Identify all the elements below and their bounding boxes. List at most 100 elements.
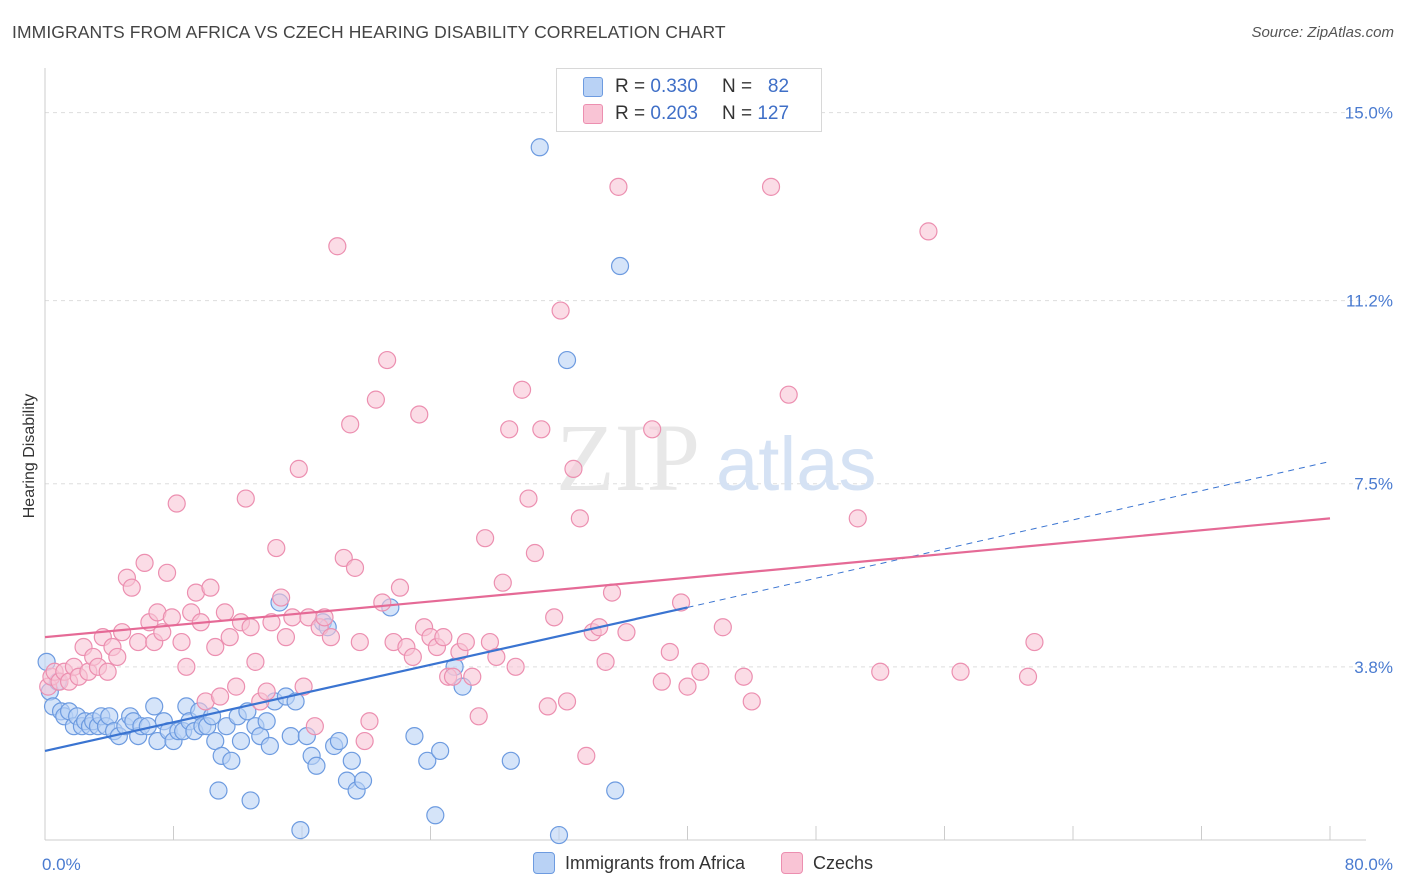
y-tick-label: 11.2% (1346, 292, 1393, 311)
point-czechs (157, 563, 177, 582)
point-africa (530, 138, 549, 157)
point-czechs (742, 692, 761, 711)
point-africa (241, 791, 260, 810)
legend-swatch-africa (583, 77, 603, 97)
series-legend: Immigrants from Africa Czechs (0, 852, 1406, 874)
point-czechs (671, 593, 691, 612)
point-czechs (660, 642, 679, 662)
point-czechs (551, 301, 570, 320)
point-czechs (206, 637, 225, 657)
legend-item-czechs[interactable]: Czechs (781, 852, 873, 874)
point-czechs (519, 489, 538, 508)
point-czechs (761, 177, 781, 196)
n-value-czechs: 127 (757, 103, 790, 124)
point-czechs (177, 657, 196, 676)
point-czechs (366, 390, 385, 409)
point-africa (329, 731, 349, 751)
point-czechs (779, 385, 798, 404)
point-czechs (283, 608, 302, 627)
y-tick-label: 7.5% (1354, 475, 1393, 494)
point-czechs (403, 647, 422, 667)
point-czechs (328, 237, 347, 256)
point-czechs (532, 420, 551, 439)
point-czechs (215, 603, 234, 622)
y-tick-label: 3.8% (1354, 658, 1393, 677)
point-czechs (315, 608, 334, 627)
point-africa (431, 741, 450, 761)
point-czechs (321, 628, 341, 647)
point-czechs (506, 657, 525, 676)
r-label: R = (615, 103, 646, 124)
point-czechs (871, 662, 890, 681)
legend-item-africa[interactable]: Immigrants from Africa (532, 852, 745, 874)
point-czechs (390, 578, 410, 597)
legend-label-africa: Immigrants from Africa (564, 852, 745, 873)
point-africa (307, 756, 326, 775)
point-czechs (577, 746, 596, 765)
n-label: N = (721, 76, 753, 97)
point-czechs (456, 632, 475, 652)
point-czechs (350, 632, 369, 652)
trend-line-czechs (44, 517, 1331, 639)
point-czechs (564, 459, 583, 478)
point-czechs (345, 558, 365, 577)
point-czechs (617, 623, 636, 642)
point-czechs (602, 583, 622, 602)
point-czechs (167, 494, 186, 513)
point-czechs (289, 459, 308, 478)
legend-label-czechs: Czechs (813, 852, 874, 873)
legend-swatch-czechs (583, 104, 603, 124)
r-label: R = (615, 76, 646, 97)
point-czechs (220, 628, 239, 647)
point-czechs (734, 667, 753, 686)
y-tick-label: 15.0% (1345, 104, 1393, 123)
chart-title: IMMIGRANTS FROM AFRICA VS CZECH HEARING … (12, 22, 726, 42)
point-africa (145, 697, 164, 716)
point-africa (209, 781, 228, 800)
y-tick-labels: 3.8% 7.5% 11.2% 15.0% (1345, 104, 1393, 677)
point-czechs (210, 687, 230, 706)
point-czechs (643, 420, 662, 439)
point-czechs (272, 588, 291, 607)
point-czechs (172, 632, 191, 652)
point-czechs (276, 628, 296, 647)
point-czechs (112, 623, 132, 642)
point-africa (222, 751, 241, 770)
point-africa (291, 821, 310, 840)
point-czechs (108, 647, 127, 667)
point-czechs (373, 593, 392, 612)
point-czechs (951, 662, 970, 681)
point-czechs (360, 712, 379, 731)
point-africa (549, 825, 569, 845)
point-czechs (246, 652, 265, 671)
point-africa (501, 751, 520, 770)
point-czechs (294, 677, 313, 696)
point-czechs (652, 672, 671, 691)
point-czechs (487, 647, 506, 667)
point-czechs (512, 380, 532, 399)
point-czechs (570, 509, 589, 528)
trend-line-africa (44, 606, 688, 753)
point-africa (405, 726, 424, 746)
data-points (37, 138, 1044, 845)
source-label: Source: ZipAtlas.com (1251, 24, 1394, 41)
point-czechs (469, 707, 488, 726)
legend-swatch-czechs (781, 852, 803, 874)
point-czechs (443, 667, 463, 686)
point-czechs (713, 618, 732, 637)
point-africa (353, 771, 373, 790)
point-czechs (609, 177, 628, 196)
n-label: N = (721, 103, 753, 124)
point-africa (231, 731, 251, 751)
point-czechs (236, 489, 255, 508)
point-czechs (493, 573, 512, 592)
watermark-atlas: atlas (716, 422, 877, 507)
point-czechs (1025, 632, 1044, 652)
point-czechs (355, 731, 374, 751)
point-czechs (341, 415, 360, 434)
point-czechs (434, 628, 453, 647)
point-czechs (129, 632, 148, 652)
legend-row-africa: R = 0.330 N = 82 (583, 74, 789, 100)
point-czechs (691, 662, 710, 681)
point-africa (606, 781, 625, 800)
